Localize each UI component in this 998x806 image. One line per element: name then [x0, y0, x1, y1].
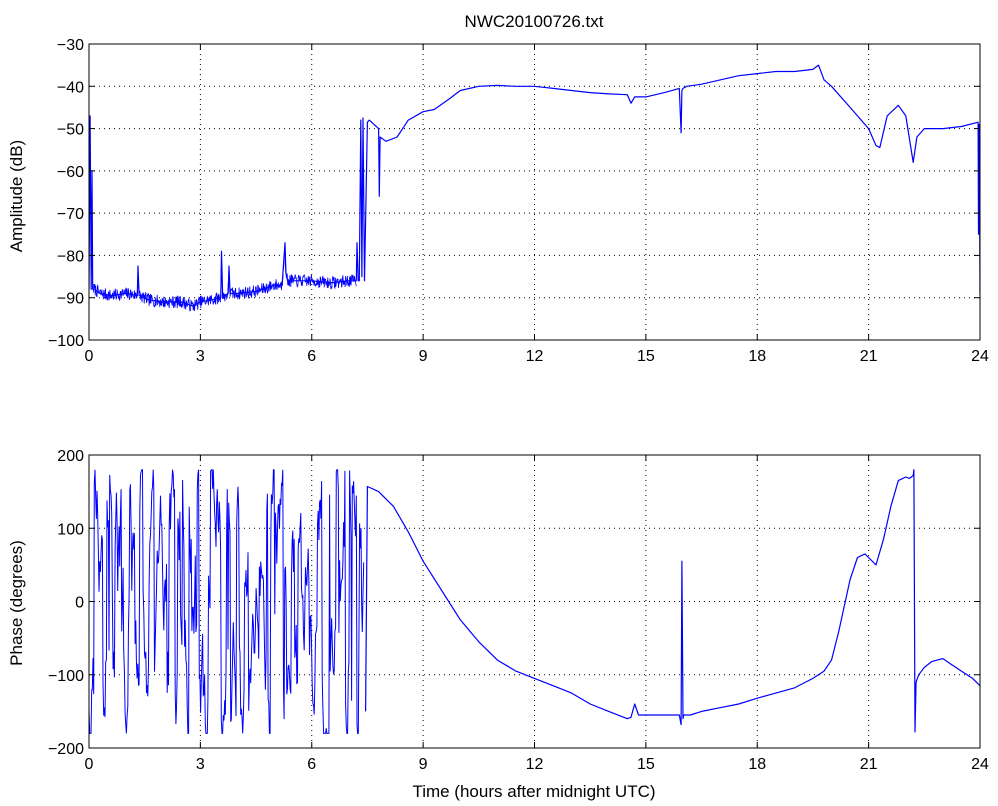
amplitude-x-tick-label: 3: [196, 348, 205, 365]
amplitude-y-tick-label: −50: [57, 122, 84, 139]
amplitude-chart-title: NWC20100726.txt: [465, 12, 604, 31]
phase-y-tick-label: 100: [57, 521, 84, 538]
phase-x-tick-label: 15: [637, 756, 655, 773]
amplitude-y-tick-label: −80: [57, 248, 84, 265]
amplitude-x-tick-label: 6: [307, 348, 316, 365]
amplitude-x-tick-label: 0: [85, 348, 94, 365]
phase-data: [89, 469, 980, 734]
amplitude-data: [89, 64, 980, 312]
phase-x-tick-label: 3: [196, 756, 205, 773]
phase-y-tick-label: 200: [57, 448, 84, 465]
amplitude-y-axis-label: Amplitude (dB): [7, 140, 26, 252]
amplitude-chart: 0 3 6 9 12 15 18 21 24 −30 −40 −50 −60 −70 −80 −90 −100: [48, 37, 989, 365]
amplitude-y-tick-label: −30: [57, 37, 84, 54]
phase-x-axis-label: Time (hours after midnight UTC): [412, 782, 655, 801]
phase-chart: 0 3 6 9 12 15 18 21 24 200 100 0 −100 −200: [48, 448, 989, 773]
amplitude-x-tick-label: 9: [419, 348, 428, 365]
amplitude-y-tick-label: −40: [57, 79, 84, 96]
phase-x-tick-label: 21: [860, 756, 878, 773]
amplitude-x-tick-label: 18: [748, 348, 766, 365]
phase-x-tick-label: 6: [307, 756, 316, 773]
phase-series-line: [365, 469, 980, 733]
amplitude-y-tick-label: −60: [57, 164, 84, 181]
amplitude-y-tick-label: −100: [48, 333, 84, 350]
phase-x-tick-label: 0: [85, 756, 94, 773]
phase-x-tick-label: 24: [971, 756, 989, 773]
phase-y-tick-label: 0: [75, 595, 84, 612]
amplitude-y-tick-label: −70: [57, 206, 84, 223]
phase-x-tick-label: 9: [419, 756, 428, 773]
phase-noise-line: [89, 469, 365, 734]
amplitude-y-tick-label: −90: [57, 291, 84, 308]
amplitude-x-tick-label: 15: [637, 348, 655, 365]
phase-y-tick-label: −100: [48, 668, 84, 685]
amplitude-x-tick-label: 24: [971, 348, 989, 365]
amplitude-x-tick-label: 21: [860, 348, 878, 365]
amplitude-x-tick-label: 12: [526, 348, 544, 365]
phase-x-tick-label: 12: [526, 756, 544, 773]
amplitude-series-line: [89, 64, 980, 307]
phase-x-tick-label: 18: [748, 756, 766, 773]
phase-y-axis-label: Phase (degrees): [7, 540, 26, 666]
phase-y-tick-label: −200: [48, 741, 84, 758]
